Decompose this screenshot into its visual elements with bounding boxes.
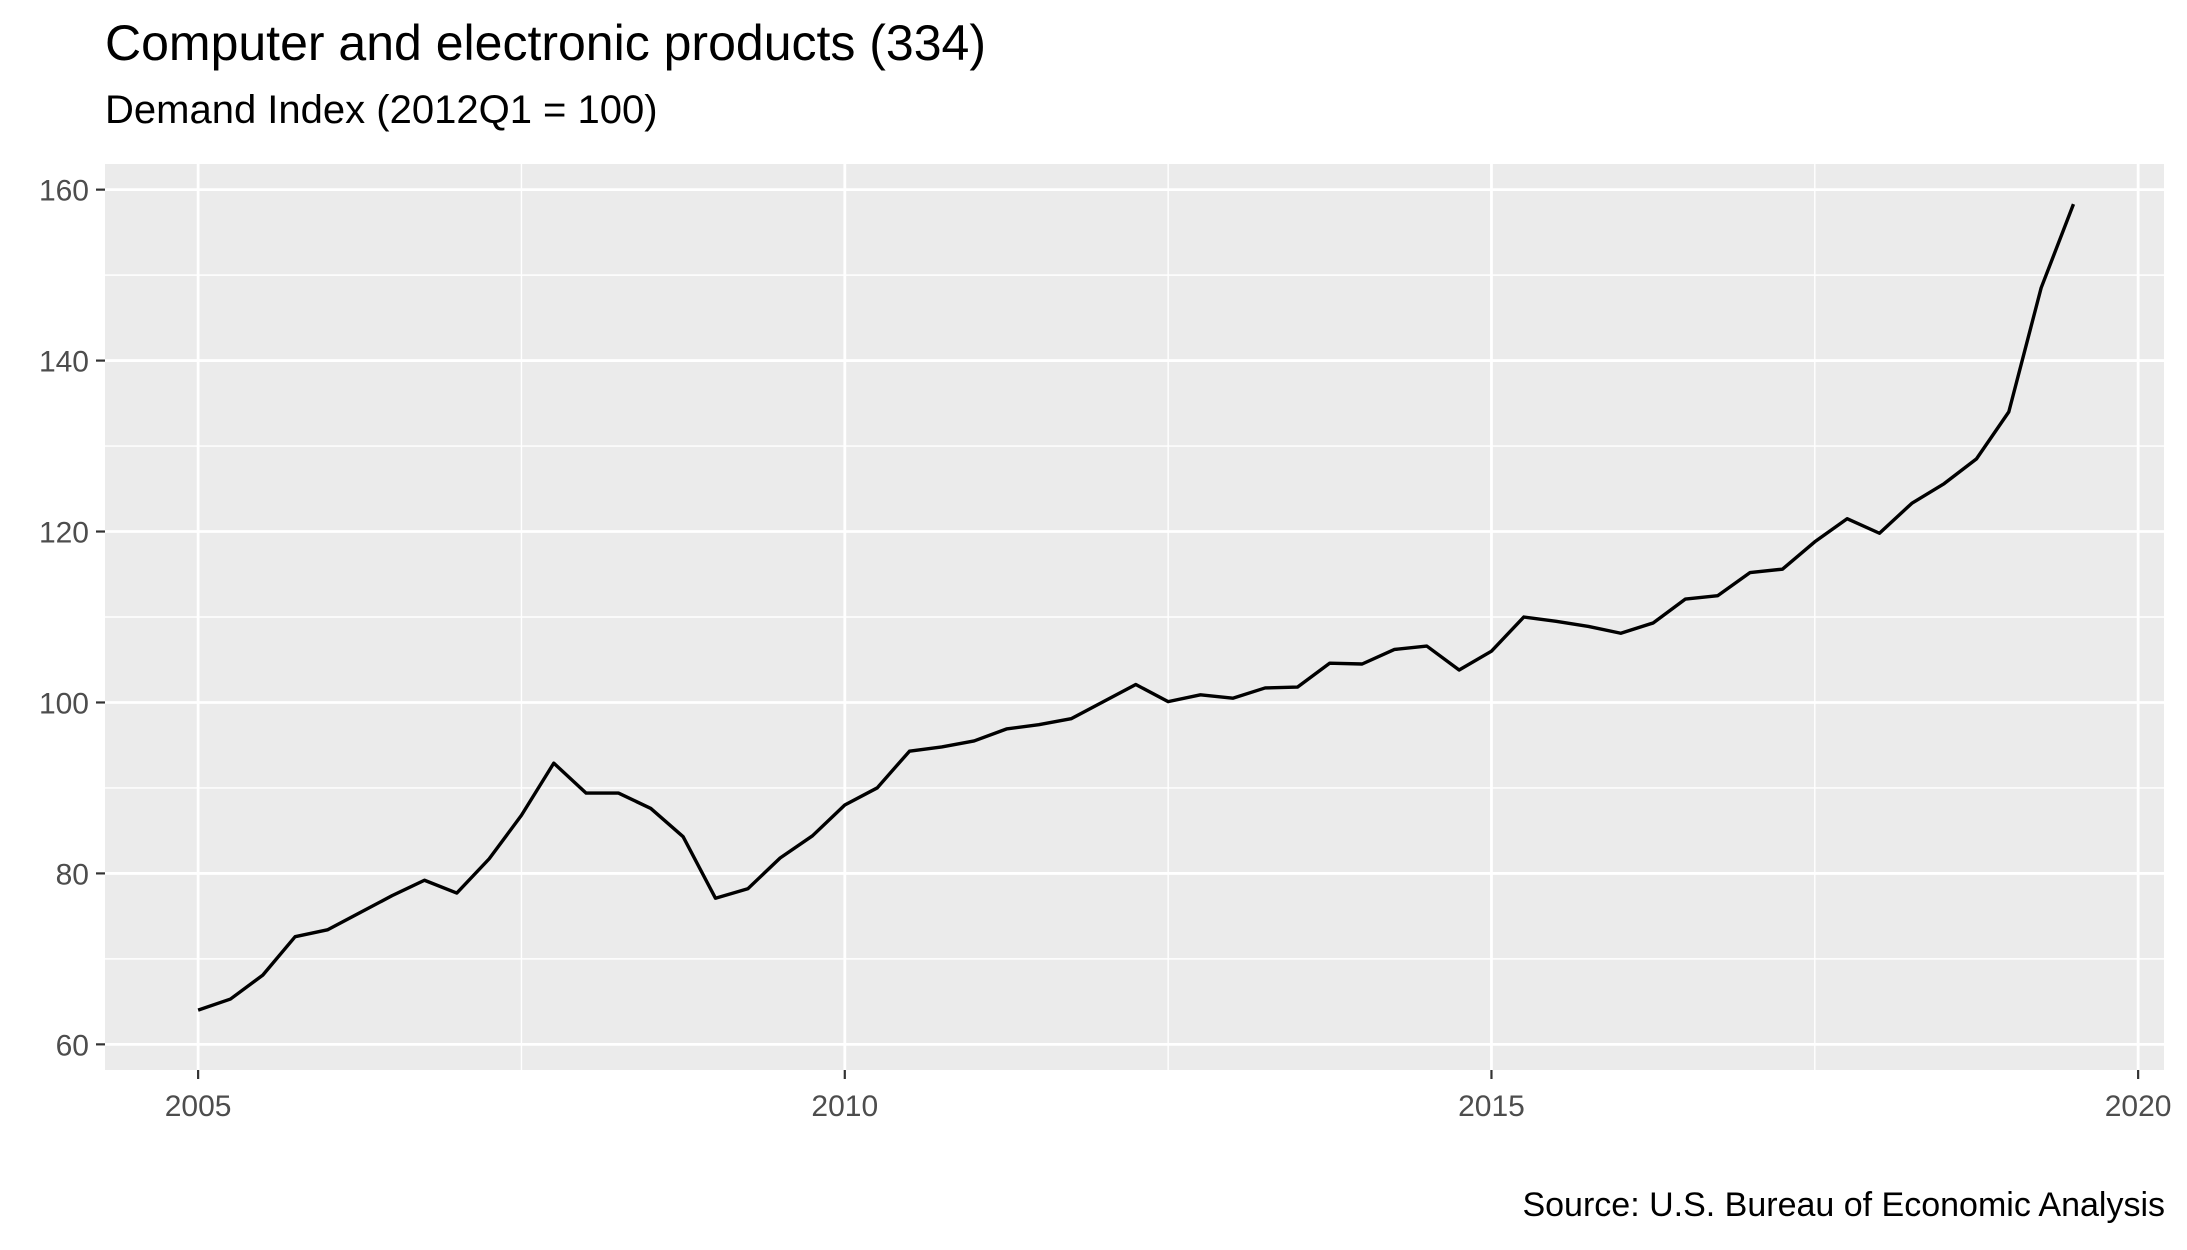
x-tick-label: 2015	[1458, 1090, 1525, 1123]
series-line	[197, 203, 2076, 1012]
x-tick-label: 2020	[2105, 1090, 2172, 1123]
x-axis: 2005 2010 2015 2020	[165, 1070, 2172, 1123]
x-tick-label: 2010	[811, 1090, 878, 1123]
y-tick-label: 80	[56, 858, 89, 891]
y-tick-label: 160	[39, 175, 89, 208]
major-gridlines	[105, 164, 2164, 1070]
y-tick-label: 140	[39, 346, 89, 379]
y-axis: 60 80 100 120 140 160	[39, 175, 105, 1062]
source-caption: Source: U.S. Bureau of Economic Analysis	[1522, 1186, 2165, 1224]
y-tick-label: 100	[39, 687, 89, 720]
y-tick-label: 120	[39, 517, 89, 550]
chart-title: Computer and electronic products (334)	[105, 15, 987, 71]
chart-subtitle: Demand Index (2012Q1 = 100)	[105, 88, 658, 132]
x-tick-label: 2005	[165, 1090, 232, 1123]
y-tick-label: 60	[56, 1029, 89, 1062]
series-layer	[197, 203, 2076, 1012]
minor-gridlines	[105, 164, 2164, 1070]
